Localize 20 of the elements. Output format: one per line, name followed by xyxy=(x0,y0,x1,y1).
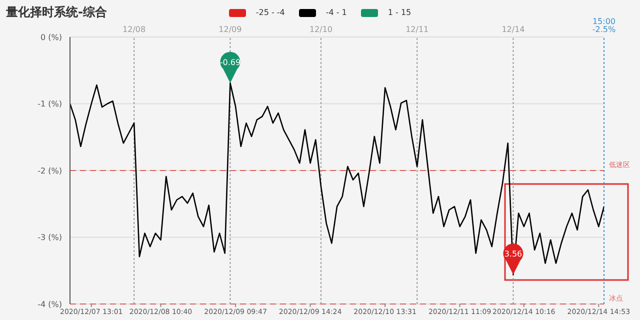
legend-label: 1 - 15 xyxy=(388,8,412,17)
text: 12/09 xyxy=(218,25,242,34)
text: 15:00 -2.5% xyxy=(592,17,616,34)
y-tick-label: -3 (%) xyxy=(38,233,62,242)
legend-label: -25 - -4 xyxy=(256,8,285,17)
y-tick-label: -1 (%) xyxy=(38,100,62,109)
line-series xyxy=(70,82,604,276)
y-tick-label: 0 (%) xyxy=(40,32,62,42)
legend-label: -4 - 1 xyxy=(326,8,347,17)
text: 12/08 xyxy=(122,25,146,34)
y-tick-label: -2 (%) xyxy=(38,166,62,176)
text: 12/11 xyxy=(406,25,429,34)
annotation: 3.56 xyxy=(504,250,522,259)
text: 12/14 xyxy=(502,25,525,34)
map-pin-icon: -0.69 xyxy=(220,52,241,84)
y-tick-label: -4 (%) xyxy=(38,300,62,309)
chart-title: 量化择时系统-综合 xyxy=(6,4,107,21)
map-pin-icon: 3.56 xyxy=(503,244,524,275)
annotation: -0.69 xyxy=(220,58,241,68)
text: 12/10 xyxy=(309,25,333,34)
